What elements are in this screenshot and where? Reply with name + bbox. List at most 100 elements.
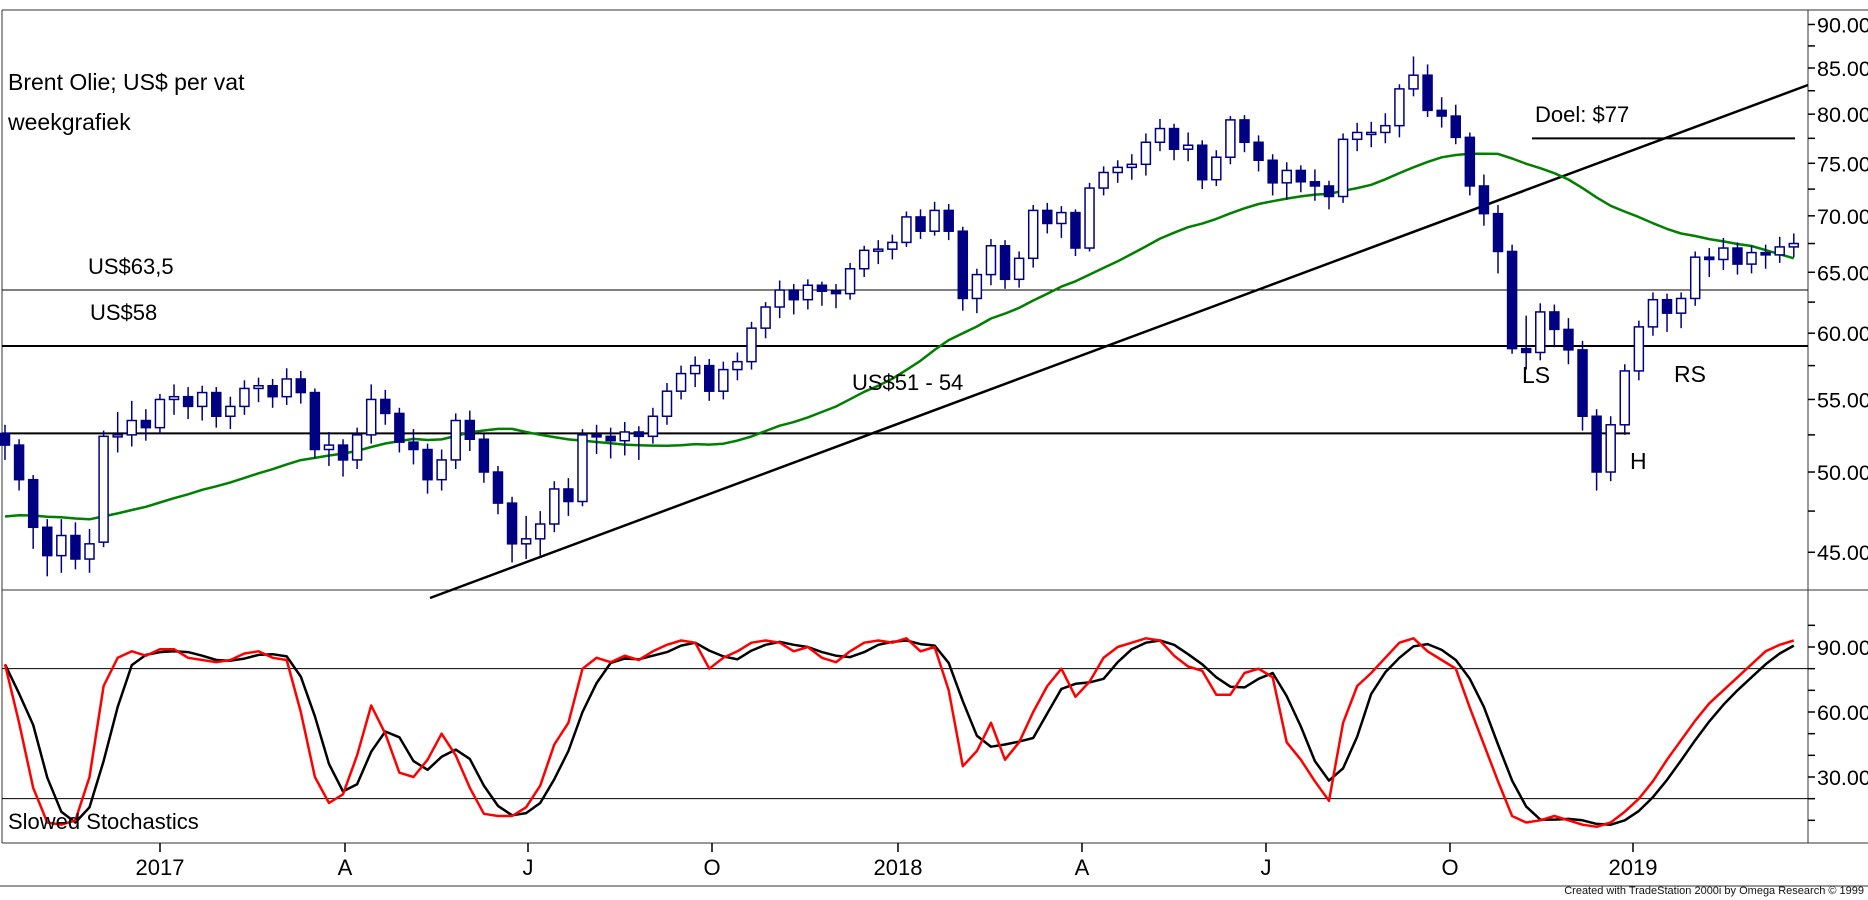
candle-body: [788, 289, 800, 301]
candle-body: [619, 431, 630, 442]
pattern-label-left-shoulder: LS: [1522, 362, 1551, 388]
candle-body: [943, 209, 954, 232]
candle-body: [704, 364, 715, 392]
candle-body: [1281, 169, 1292, 184]
stochastics-panel-label: Slowed Stochastics: [8, 809, 199, 834]
candle-body: [211, 391, 222, 417]
candle-body: [239, 387, 250, 408]
candle-body: [661, 390, 673, 417]
candle-body: [830, 290, 842, 295]
candle-body: [225, 405, 236, 417]
candle-body: [1351, 131, 1363, 141]
candle-body: [563, 488, 574, 503]
candle-body: [0, 432, 11, 446]
chart-title-line2: weekgrafiek: [8, 109, 131, 135]
candlesticks: [0, 56, 1800, 577]
candle-body: [1408, 74, 1419, 90]
moving-average-line: [4, 152, 1795, 521]
candle-body: [915, 216, 926, 232]
candle-body: [281, 378, 292, 398]
candle-body: [450, 419, 461, 461]
candle-body: [816, 284, 828, 292]
candle-body: [1760, 251, 1771, 256]
candle-body: [1704, 256, 1715, 261]
candle-body: [901, 216, 912, 244]
candle-body: [70, 534, 81, 560]
candle-body: [1013, 257, 1025, 281]
candle-body: [1323, 185, 1335, 198]
time-tick-label: A: [1075, 855, 1090, 880]
candle-body: [1520, 347, 1532, 354]
candle-body: [1492, 212, 1504, 253]
candle-body: [365, 398, 377, 436]
candle-body: [506, 502, 518, 545]
candle-body: [1042, 209, 1053, 225]
candle-body: [647, 415, 659, 438]
candle-body: [957, 230, 969, 300]
candle-body: [1027, 209, 1039, 260]
candle-body: [1788, 242, 1800, 248]
candle-body: [1436, 109, 1447, 117]
candle-body: [253, 384, 264, 390]
candle-body: [549, 488, 560, 525]
candle-body: [1464, 136, 1476, 187]
candle-body: [1365, 131, 1377, 136]
candle-body: [675, 372, 687, 392]
candle-body: [56, 534, 67, 557]
candle-body: [168, 395, 180, 401]
price-tick-label: 75.00: [1817, 152, 1868, 176]
candle-body: [1267, 159, 1278, 184]
candle-body: [985, 245, 997, 276]
candle-body: [84, 543, 95, 560]
candle-body: [154, 398, 166, 429]
candle-body: [1380, 124, 1391, 134]
candle-body: [380, 398, 391, 415]
chart-frame: [0, 9, 1868, 887]
candle-body: [746, 327, 757, 363]
candle-body: [394, 412, 405, 443]
candle-body: [760, 306, 771, 329]
stoch-percent-d: [3, 639, 1795, 826]
candle-body: [1056, 211, 1067, 225]
candle-body: [774, 289, 785, 308]
candle-body: [1633, 326, 1645, 372]
level-label-58: US$58: [90, 300, 158, 325]
candle-body: [1619, 370, 1631, 426]
candle-body: [267, 384, 278, 398]
candle-body: [633, 431, 645, 438]
candle-body: [802, 284, 814, 301]
target-label: Doel: $77: [1535, 102, 1630, 127]
tradestation-credit: Created with TradeStation 2000i by Omega…: [1564, 885, 1864, 897]
candle-body: [1126, 163, 1138, 169]
candle-body: [1718, 247, 1729, 261]
candle-body: [351, 434, 363, 461]
time-tick-label: 2017: [136, 855, 185, 880]
candle-body: [577, 434, 588, 503]
candle-body: [1211, 156, 1222, 181]
candle-body: [1577, 349, 1588, 417]
candle-body: [295, 378, 307, 394]
candle-body: [1337, 138, 1349, 198]
candle-body: [929, 209, 940, 232]
candle-body: [887, 241, 898, 250]
candle-body: [112, 434, 123, 438]
time-tick-label: J: [1261, 855, 1272, 880]
candle-body: [1196, 144, 1208, 181]
price-tick-label: 85.00: [1817, 57, 1868, 81]
candle-body: [27, 478, 39, 529]
candle-body: [1563, 328, 1574, 351]
candle-body: [605, 435, 616, 442]
price-tick-label: 45.00: [1817, 541, 1868, 565]
axis-ticks-and-labels: 90.00 85.00 80.00 75.00 70.00 65.00 60.00 55.00…: [136, 13, 1868, 880]
price-tick-label: 55.00: [1817, 388, 1868, 412]
candle-body: [1506, 250, 1518, 350]
stoch-percent-k: [3, 637, 1795, 829]
candle-body: [323, 444, 335, 451]
level-label-63-5: US$63,5: [88, 254, 174, 279]
candle-body: [98, 435, 109, 543]
candle-body: [1070, 211, 1081, 249]
candle-body: [337, 444, 349, 461]
candle-body: [1774, 246, 1785, 256]
